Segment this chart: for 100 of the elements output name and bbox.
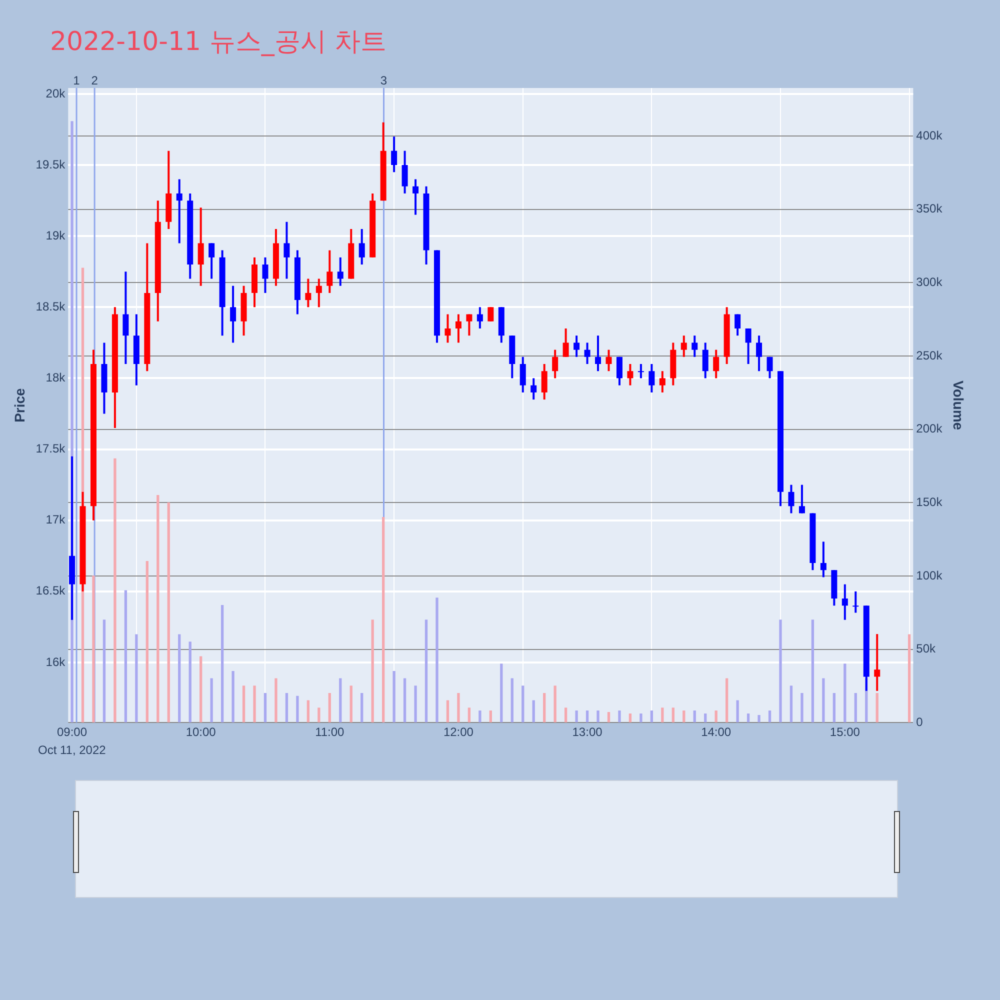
y2-tick-label: 400k xyxy=(916,128,944,142)
bar xyxy=(682,710,686,722)
y2-tick-label: 200k xyxy=(916,422,944,436)
candlestick xyxy=(692,334,698,358)
candlestick xyxy=(284,220,290,280)
bar xyxy=(424,620,428,722)
bar xyxy=(725,678,728,722)
candlestick xyxy=(305,278,312,308)
bar xyxy=(596,710,600,722)
candlestick xyxy=(412,178,419,216)
candlestick xyxy=(702,342,708,380)
candlestick xyxy=(745,327,752,366)
bar xyxy=(510,678,514,722)
text: 3 xyxy=(380,73,388,88)
bar xyxy=(693,710,696,722)
bar xyxy=(822,678,825,722)
candlestick xyxy=(444,313,451,344)
candlestick xyxy=(616,356,622,386)
candlestick xyxy=(530,377,537,401)
bar xyxy=(575,710,578,722)
candlestick xyxy=(638,363,644,380)
bar xyxy=(768,710,772,722)
y2-tick-label: 50k xyxy=(916,642,937,656)
bar xyxy=(543,692,546,722)
bar xyxy=(242,686,246,722)
y-axis-title: Price xyxy=(11,388,28,422)
bar xyxy=(232,670,234,722)
candlestick xyxy=(466,313,472,337)
bar xyxy=(403,678,406,722)
bar xyxy=(704,713,707,722)
bar xyxy=(854,692,857,722)
bar xyxy=(489,710,492,722)
y-tick-label: 16k xyxy=(46,654,66,669)
bar xyxy=(360,692,364,722)
candlestick xyxy=(627,363,634,386)
candlestick xyxy=(316,278,322,308)
bar xyxy=(264,692,267,722)
bar xyxy=(156,495,160,722)
candlestick xyxy=(734,313,741,337)
candlestick xyxy=(584,342,590,366)
bar xyxy=(135,634,138,722)
x-tick-label: 11:00 xyxy=(315,725,345,740)
bar xyxy=(790,686,793,722)
bar xyxy=(318,708,320,722)
bar xyxy=(554,686,556,722)
bar xyxy=(758,714,760,722)
bar xyxy=(414,686,417,722)
y2-axis-title: Volume xyxy=(950,380,967,430)
candlestick xyxy=(520,356,526,394)
bar xyxy=(210,678,213,722)
y2-tick-label: 100k xyxy=(916,568,944,582)
bar xyxy=(522,686,524,722)
bar xyxy=(306,700,310,722)
candlestick xyxy=(874,633,880,692)
bar xyxy=(468,708,471,722)
bar xyxy=(371,620,374,722)
bar xyxy=(200,656,202,722)
y2-tick-label: 300k xyxy=(916,275,944,290)
bar xyxy=(607,712,610,722)
bar xyxy=(628,713,632,722)
candlestick xyxy=(595,334,602,372)
bar xyxy=(586,710,589,722)
y-tick-label: 19k xyxy=(46,228,66,242)
candlestick xyxy=(337,256,344,287)
bar xyxy=(124,590,128,722)
x-tick-label: 12:00 xyxy=(443,725,474,740)
bar xyxy=(274,678,278,722)
bar xyxy=(296,696,299,722)
candlestick xyxy=(766,356,773,380)
bar xyxy=(188,642,192,722)
candlestick xyxy=(198,206,204,287)
candlestick xyxy=(756,334,762,372)
bar xyxy=(102,620,106,722)
candlestick xyxy=(455,313,462,344)
bar xyxy=(736,700,739,722)
y-tick-label: 17.5k xyxy=(36,442,66,456)
candlestick xyxy=(788,484,794,514)
text: Oct 11, 2022 xyxy=(38,742,106,757)
bar xyxy=(436,598,438,722)
candlestick xyxy=(488,306,494,322)
y2-tick-label: 350k xyxy=(916,202,944,216)
bar xyxy=(500,664,503,722)
candlestick xyxy=(798,484,805,514)
chart-title: 2022-10-11 뉴스_공시 차트 xyxy=(50,26,387,59)
candlestick xyxy=(820,540,826,578)
candlestick xyxy=(659,370,666,394)
candlestick xyxy=(402,150,408,194)
bar xyxy=(618,710,621,722)
bar xyxy=(328,692,331,722)
candlestick xyxy=(713,348,720,380)
bar xyxy=(876,692,878,722)
bar xyxy=(714,710,718,722)
bar xyxy=(908,634,911,722)
bar xyxy=(800,692,804,722)
bar xyxy=(844,664,846,722)
bar xyxy=(382,516,385,722)
bar xyxy=(446,700,450,722)
bar xyxy=(672,708,674,722)
bar xyxy=(640,713,642,722)
y2-tick-label: 0 xyxy=(916,714,924,729)
